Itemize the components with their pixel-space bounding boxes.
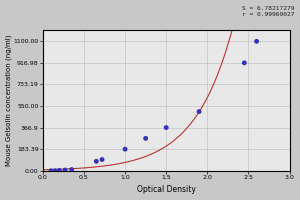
Point [94,160,99,163]
Point [164,126,169,129]
Y-axis label: Mouse Gelsolin concentration (ng/ml): Mouse Gelsolin concentration (ng/ml) [6,34,12,166]
Point [57,169,62,172]
Point [143,137,148,140]
X-axis label: Optical Density: Optical Density [137,185,196,194]
Point [69,168,74,171]
Point [197,110,202,113]
Point [63,168,68,172]
Point [242,61,247,64]
Point [100,158,104,161]
Point [53,169,58,172]
Point [123,148,128,151]
Point [254,40,259,43]
Text: S = 6.78217279
r = 0.99969027: S = 6.78217279 r = 0.99969027 [242,6,294,17]
Point [49,169,53,172]
